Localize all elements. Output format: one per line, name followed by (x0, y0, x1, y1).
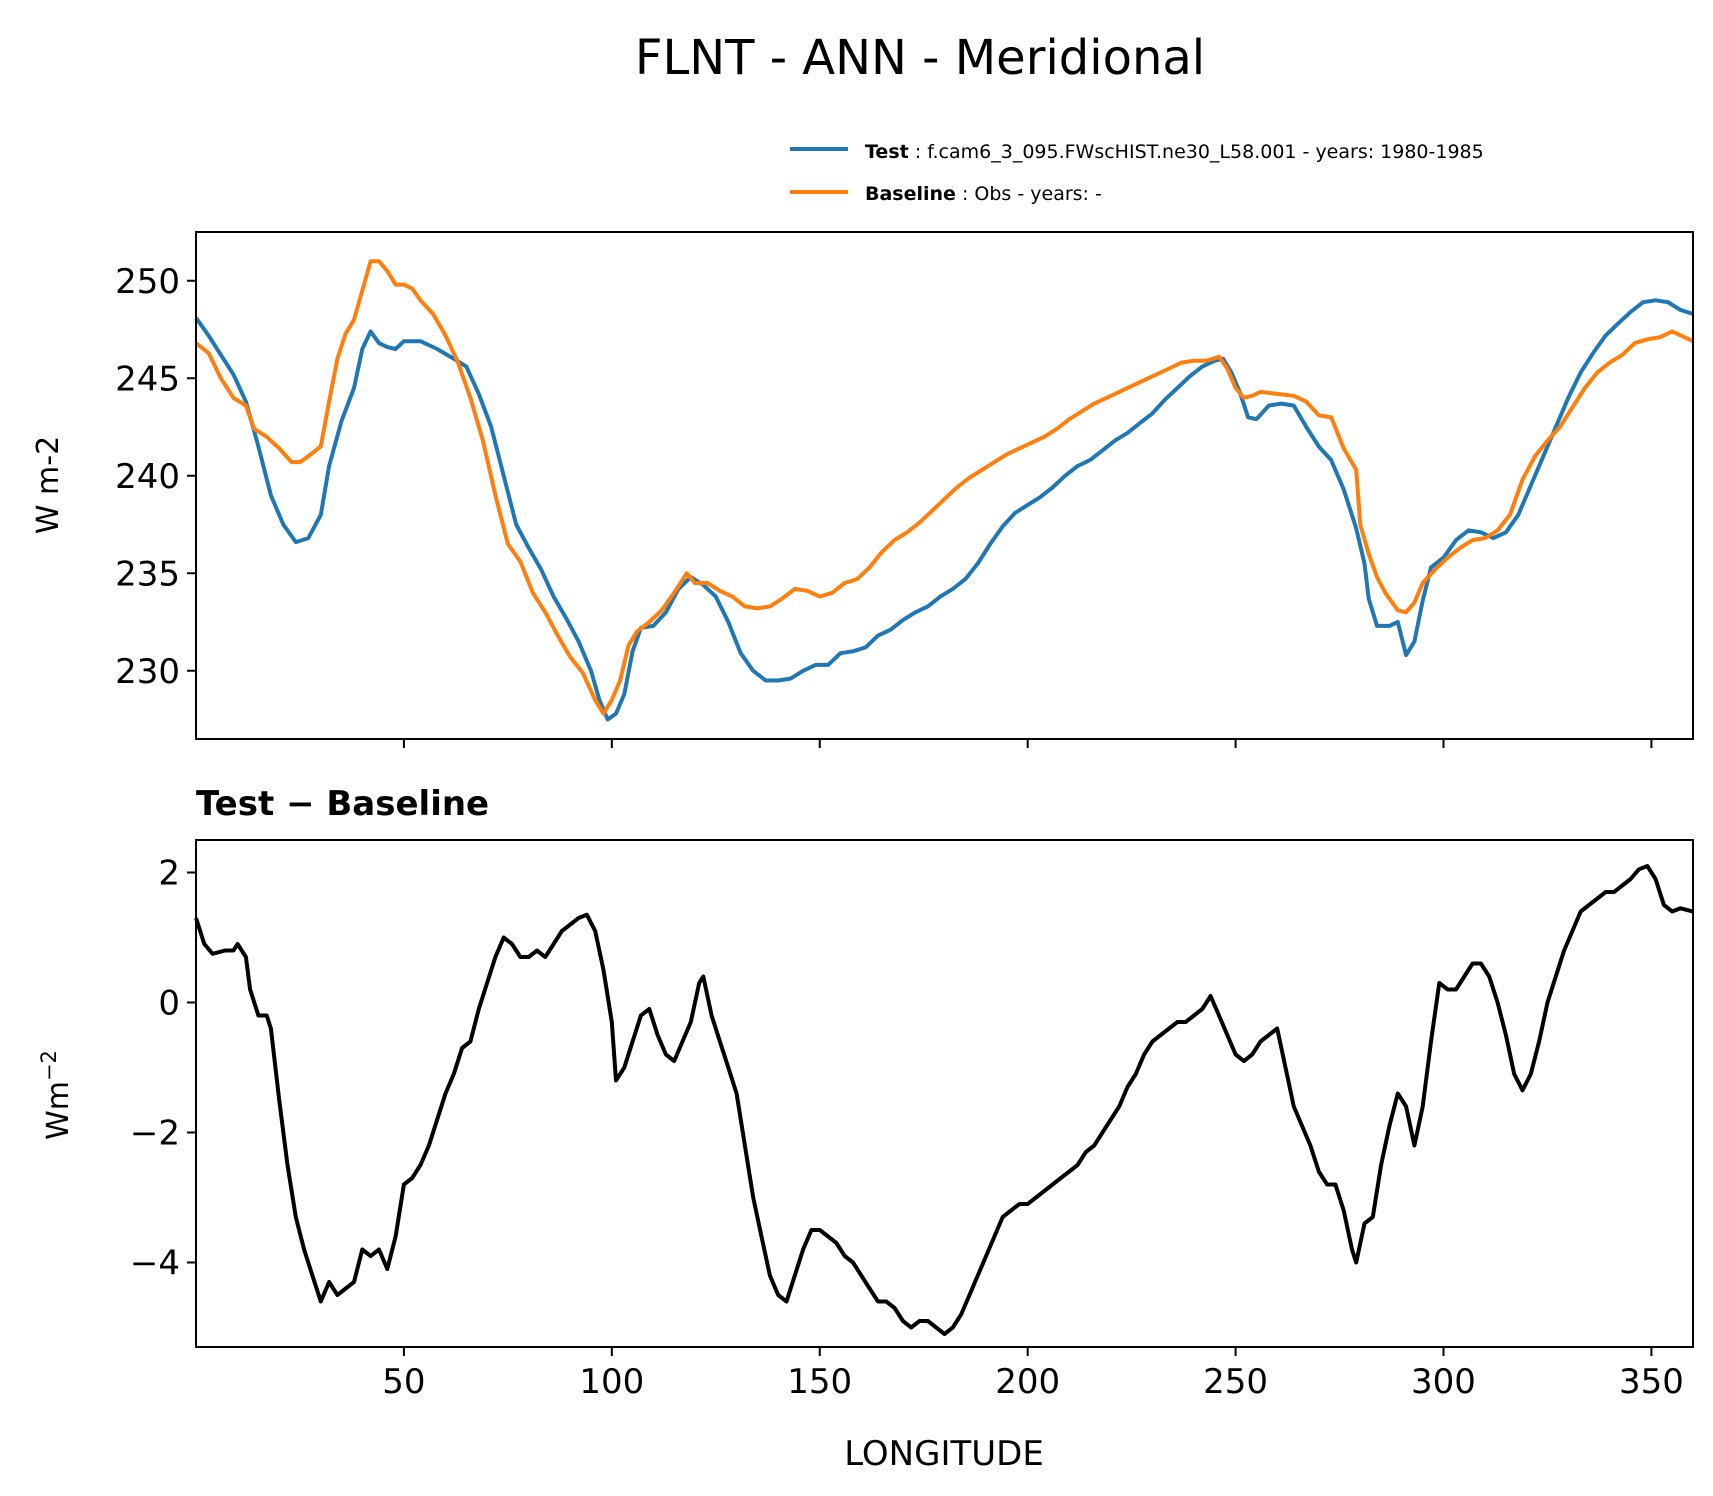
bottom-axes-series (194, 864, 1694, 1336)
x-tick-label: 200 (995, 1362, 1060, 1402)
x-tick-label: 300 (1411, 1362, 1476, 1402)
legend-label-baseline-text: : Obs - years: - (956, 183, 1102, 205)
bottom-axes-title: Test − Baseline (196, 784, 489, 824)
top-axes-ylabel: W m-2 (31, 436, 66, 534)
x-tick-label: 350 (1619, 1362, 1684, 1402)
top-axes-series (194, 259, 1694, 722)
y-tick-label: −2 (130, 1114, 180, 1154)
legend-label-baseline-name: Baseline (865, 183, 956, 205)
bottom-axes-frame (195, 839, 1694, 1348)
x-tick-label: 250 (1203, 1362, 1268, 1402)
top-axes-ticks: 230 235 240 245 250 (115, 262, 1653, 748)
top-axes-frame (195, 231, 1694, 740)
legend-label-test-text: : f.cam6_3_095.FWscHIST.ne30_L58.001 - y… (909, 141, 1484, 163)
series-line-difference (194, 864, 1694, 1336)
y-tick-label: −4 (130, 1244, 180, 1284)
bottom-axes-ylabel: Wm−2 (37, 1050, 76, 1140)
legend-label-test-name: Test (865, 141, 909, 163)
x-tick-label: 100 (579, 1362, 644, 1402)
bottom-axes: Test − Baseline 50 100 150 200 250 300 350 2 0 −2… (37, 784, 1694, 1474)
x-tick-label: 50 (382, 1362, 425, 1402)
legend: Test : f.cam6_3_095.FWscHIST.ne30_L58.00… (790, 141, 1484, 205)
legend-label-test: Test : f.cam6_3_095.FWscHIST.ne30_L58.00… (865, 141, 1484, 163)
series-line-baseline (194, 259, 1694, 716)
y-tick-label: 250 (115, 262, 180, 302)
y-tick-label: 245 (115, 359, 180, 399)
x-tick-label: 150 (787, 1362, 852, 1402)
legend-label-baseline: Baseline : Obs - years: - (865, 183, 1102, 205)
figure-title: FLNT - ANN - Meridional (635, 30, 1205, 86)
y-tick-label: 235 (115, 554, 180, 594)
bottom-axes-xlabel: LONGITUDE (844, 1434, 1044, 1474)
top-axes: 230 235 240 245 250 W m-2 (31, 231, 1694, 748)
y-tick-label: 0 (158, 984, 180, 1024)
y-tick-label: 230 (115, 652, 180, 692)
y-tick-label: 240 (115, 457, 180, 497)
y-tick-label: 2 (158, 854, 180, 894)
bottom-axes-ticks: 50 100 150 200 250 300 350 2 0 −2 −4 (130, 854, 1684, 1403)
